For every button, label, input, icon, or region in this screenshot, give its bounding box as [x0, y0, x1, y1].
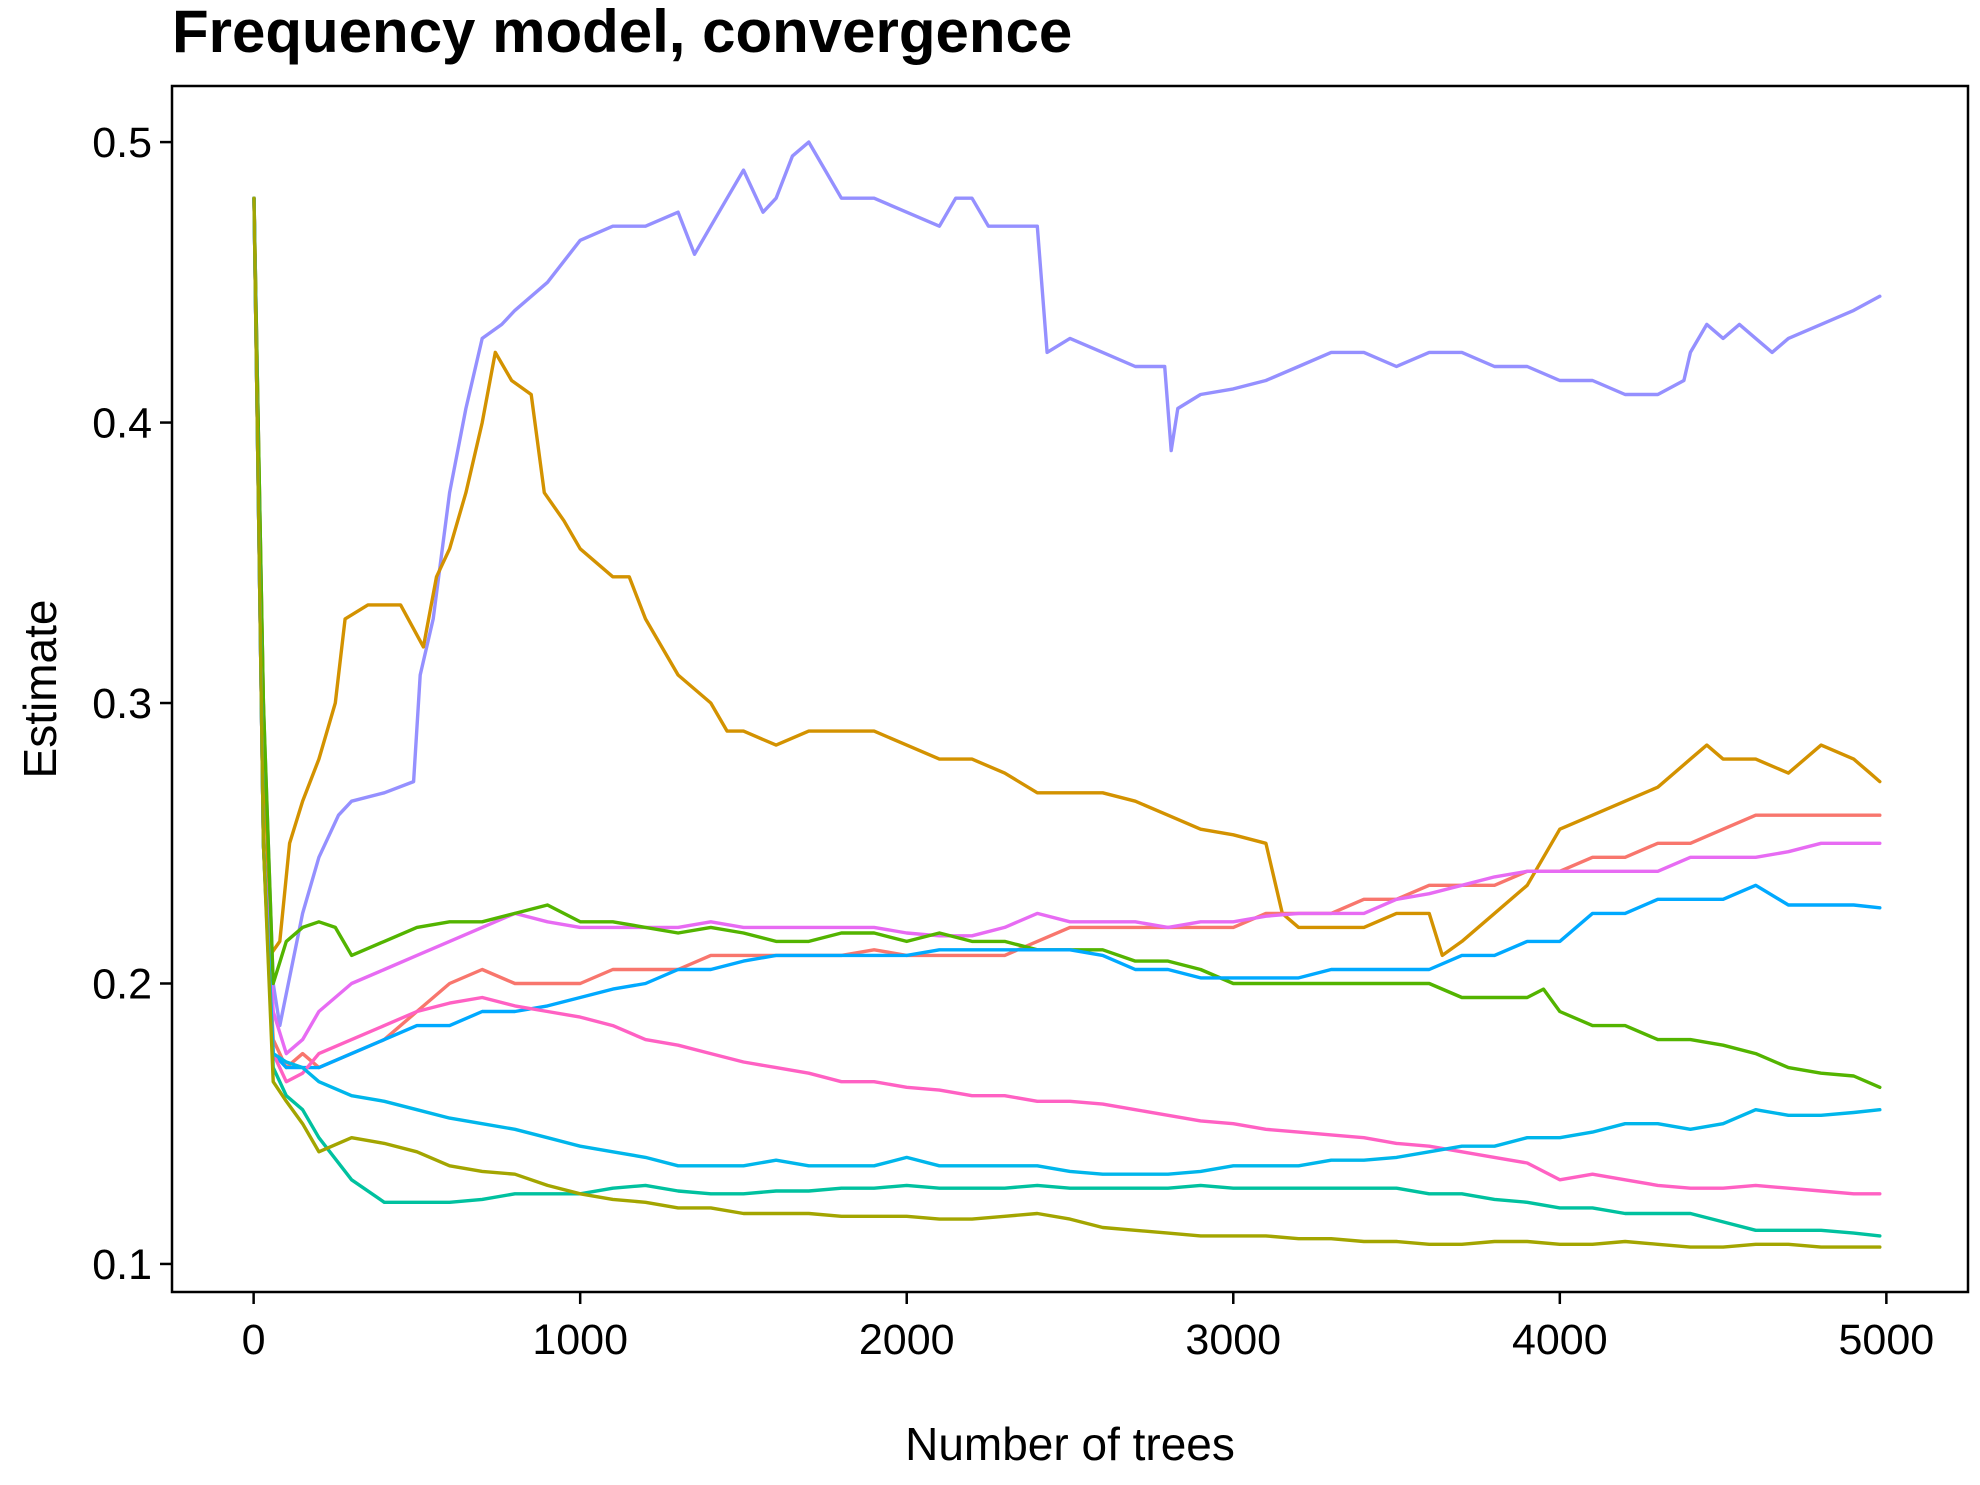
y-tick-label: 0.3 — [92, 680, 152, 728]
series-layer — [252, 140, 1882, 1249]
series-line-4 — [252, 196, 1882, 1056]
y-axis-label: Estimate — [14, 600, 66, 779]
series-line-10 — [252, 196, 1882, 1249]
series-line-9 — [252, 196, 1882, 1176]
x-tick-label: 2000 — [859, 1316, 955, 1364]
y-tick-label: 0.5 — [92, 119, 152, 167]
x-tick-label: 0 — [242, 1316, 266, 1364]
series-line-6 — [252, 196, 1882, 1070]
chart-title: Frequency model, convergence — [172, 0, 1072, 65]
series-line-8 — [252, 196, 1882, 1238]
y-axis: 0.1 0.2 0.3 0.4 0.5 — [92, 119, 172, 1289]
series-line-7 — [252, 196, 1882, 1196]
x-axis: 0 1000 2000 3000 4000 5000 — [242, 1292, 1935, 1364]
x-axis-label: Number of trees — [905, 1418, 1235, 1470]
y-tick-label: 0.2 — [92, 960, 152, 1008]
y-tick-label: 0.4 — [92, 400, 152, 448]
series-line-5 — [252, 196, 1882, 1089]
y-tick-label: 0.1 — [92, 1241, 152, 1289]
plot-panel-border — [170, 84, 1970, 1294]
x-tick-label: 4000 — [1512, 1316, 1608, 1364]
series-line-2 — [252, 196, 1882, 958]
x-tick-label: 3000 — [1185, 1316, 1281, 1364]
x-tick-label: 1000 — [532, 1316, 628, 1364]
series-line-1 — [252, 140, 1882, 1028]
x-tick-label: 5000 — [1839, 1316, 1935, 1364]
